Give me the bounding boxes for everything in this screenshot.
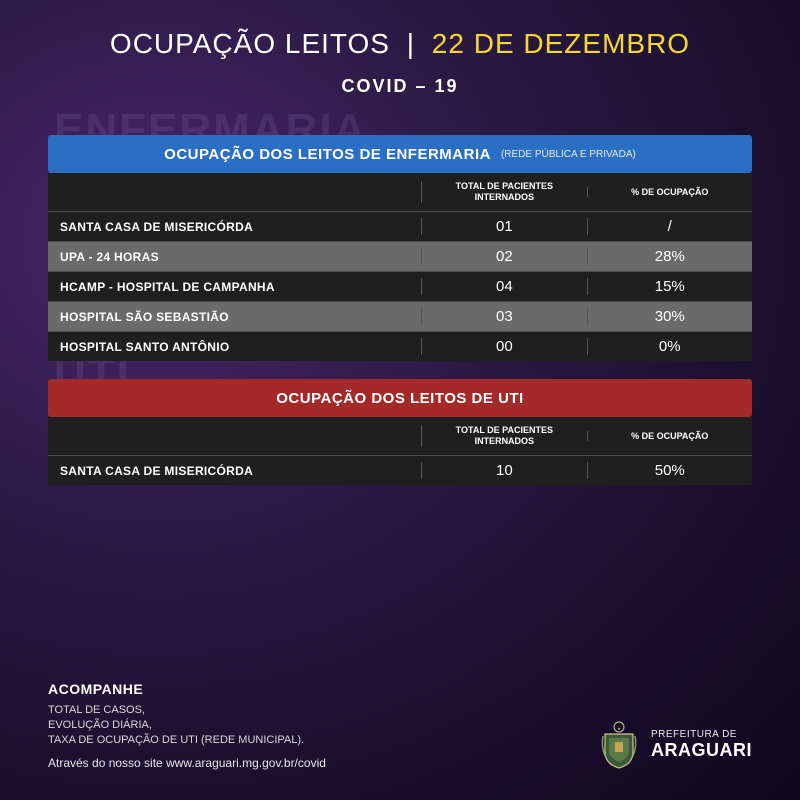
row-name: SANTA CASA DE MISERICÓRDA bbox=[48, 464, 421, 478]
footer: ACOMPANHE TOTAL DE CASOS, EVOLUÇÃO DIÁRI… bbox=[48, 681, 752, 770]
col-header-occupancy: % DE OCUPAÇÃO bbox=[587, 187, 752, 198]
row-patients: 00 bbox=[421, 338, 586, 355]
org-name: PREFEITURA DE ARAGUARI bbox=[651, 729, 752, 761]
table-header-title: OCUPAÇÃO DOS LEITOS DE ENFERMARIA bbox=[164, 146, 491, 163]
crest-icon: ★ bbox=[597, 720, 641, 770]
table-header-enfermaria: OCUPAÇÃO DOS LEITOS DE ENFERMARIA (REDE … bbox=[48, 135, 752, 173]
table-row: SANTA CASA DE MISERICÓRDA 10 50% bbox=[48, 455, 752, 485]
row-name: HOSPITAL SANTO ANTÔNIO bbox=[48, 340, 421, 354]
org-line2: ARAGUARI bbox=[651, 740, 752, 761]
table-uti: OCUPAÇÃO DOS LEITOS DE UTI TOTAL DE PACI… bbox=[48, 379, 752, 485]
row-name: HOSPITAL SÃO SEBASTIÃO bbox=[48, 310, 421, 324]
col-header-patients: TOTAL DE PACIENTES INTERNADOS bbox=[421, 181, 586, 203]
footer-site-prefix: Através do nosso site bbox=[48, 756, 166, 770]
title-line: OCUPAÇÃO LEITOS | 22 DE DEZEMBRO bbox=[0, 28, 800, 60]
column-headers: TOTAL DE PACIENTES INTERNADOS % DE OCUPA… bbox=[48, 173, 752, 211]
row-name: UPA - 24 HORAS bbox=[48, 250, 421, 264]
org-line1: PREFEITURA DE bbox=[651, 729, 752, 740]
title-right: 22 DE DEZEMBRO bbox=[432, 28, 690, 59]
row-patients: 02 bbox=[421, 248, 586, 265]
table-row: HCAMP - HOSPITAL DE CAMPANHA 04 15% bbox=[48, 271, 752, 301]
subtitle: COVID – 19 bbox=[0, 76, 800, 97]
row-name: SANTA CASA DE MISERICÓRDA bbox=[48, 220, 421, 234]
footer-site: Através do nosso site www.araguari.mg.go… bbox=[48, 756, 326, 770]
footer-right: ★ PREFEITURA DE ARAGUARI bbox=[597, 720, 752, 770]
row-patients: 01 bbox=[421, 218, 586, 235]
row-occupancy: 0% bbox=[587, 338, 752, 355]
table-header-uti: OCUPAÇÃO DOS LEITOS DE UTI bbox=[48, 379, 752, 417]
title-left: OCUPAÇÃO LEITOS bbox=[110, 28, 390, 59]
table-enfermaria: OCUPAÇÃO DOS LEITOS DE ENFERMARIA (REDE … bbox=[48, 135, 752, 361]
footer-title: ACOMPANHE bbox=[48, 681, 326, 697]
section-enfermaria: ENFERMARIA OCUPAÇÃO DOS LEITOS DE ENFERM… bbox=[48, 135, 752, 361]
table-row: UPA - 24 HORAS 02 28% bbox=[48, 241, 752, 271]
svg-text:★: ★ bbox=[617, 726, 621, 731]
row-name: HCAMP - HOSPITAL DE CAMPANHA bbox=[48, 280, 421, 294]
section-uti: UTI OCUPAÇÃO DOS LEITOS DE UTI TOTAL DE … bbox=[48, 379, 752, 485]
footer-line: TAXA DE OCUPAÇÃO DE UTI (REDE MUNICIPAL)… bbox=[48, 733, 326, 748]
footer-line: EVOLUÇÃO DIÁRIA, bbox=[48, 718, 326, 733]
footer-left: ACOMPANHE TOTAL DE CASOS, EVOLUÇÃO DIÁRI… bbox=[48, 681, 326, 770]
row-patients: 10 bbox=[421, 462, 586, 479]
row-occupancy: 15% bbox=[587, 278, 752, 295]
table-row: HOSPITAL SANTO ANTÔNIO 00 0% bbox=[48, 331, 752, 361]
col-header-patients: TOTAL DE PACIENTES INTERNADOS bbox=[421, 425, 586, 447]
row-occupancy: / bbox=[587, 218, 752, 235]
row-occupancy: 28% bbox=[587, 248, 752, 265]
table-header-note: (REDE PÚBLICA E PRIVADA) bbox=[501, 149, 636, 160]
table-header-title: OCUPAÇÃO DOS LEITOS DE UTI bbox=[276, 390, 523, 407]
header: OCUPAÇÃO LEITOS | 22 DE DEZEMBRO COVID –… bbox=[0, 0, 800, 97]
column-headers: TOTAL DE PACIENTES INTERNADOS % DE OCUPA… bbox=[48, 417, 752, 455]
row-patients: 03 bbox=[421, 308, 586, 325]
table-row: SANTA CASA DE MISERICÓRDA 01 / bbox=[48, 211, 752, 241]
row-patients: 04 bbox=[421, 278, 586, 295]
row-occupancy: 30% bbox=[587, 308, 752, 325]
col-header-occupancy: % DE OCUPAÇÃO bbox=[587, 431, 752, 442]
table-row: HOSPITAL SÃO SEBASTIÃO 03 30% bbox=[48, 301, 752, 331]
title-separator: | bbox=[407, 28, 415, 59]
footer-line: TOTAL DE CASOS, bbox=[48, 703, 326, 718]
footer-lines: TOTAL DE CASOS, EVOLUÇÃO DIÁRIA, TAXA DE… bbox=[48, 703, 326, 748]
row-occupancy: 50% bbox=[587, 462, 752, 479]
footer-site-url: www.araguari.mg.gov.br/covid bbox=[166, 756, 326, 770]
